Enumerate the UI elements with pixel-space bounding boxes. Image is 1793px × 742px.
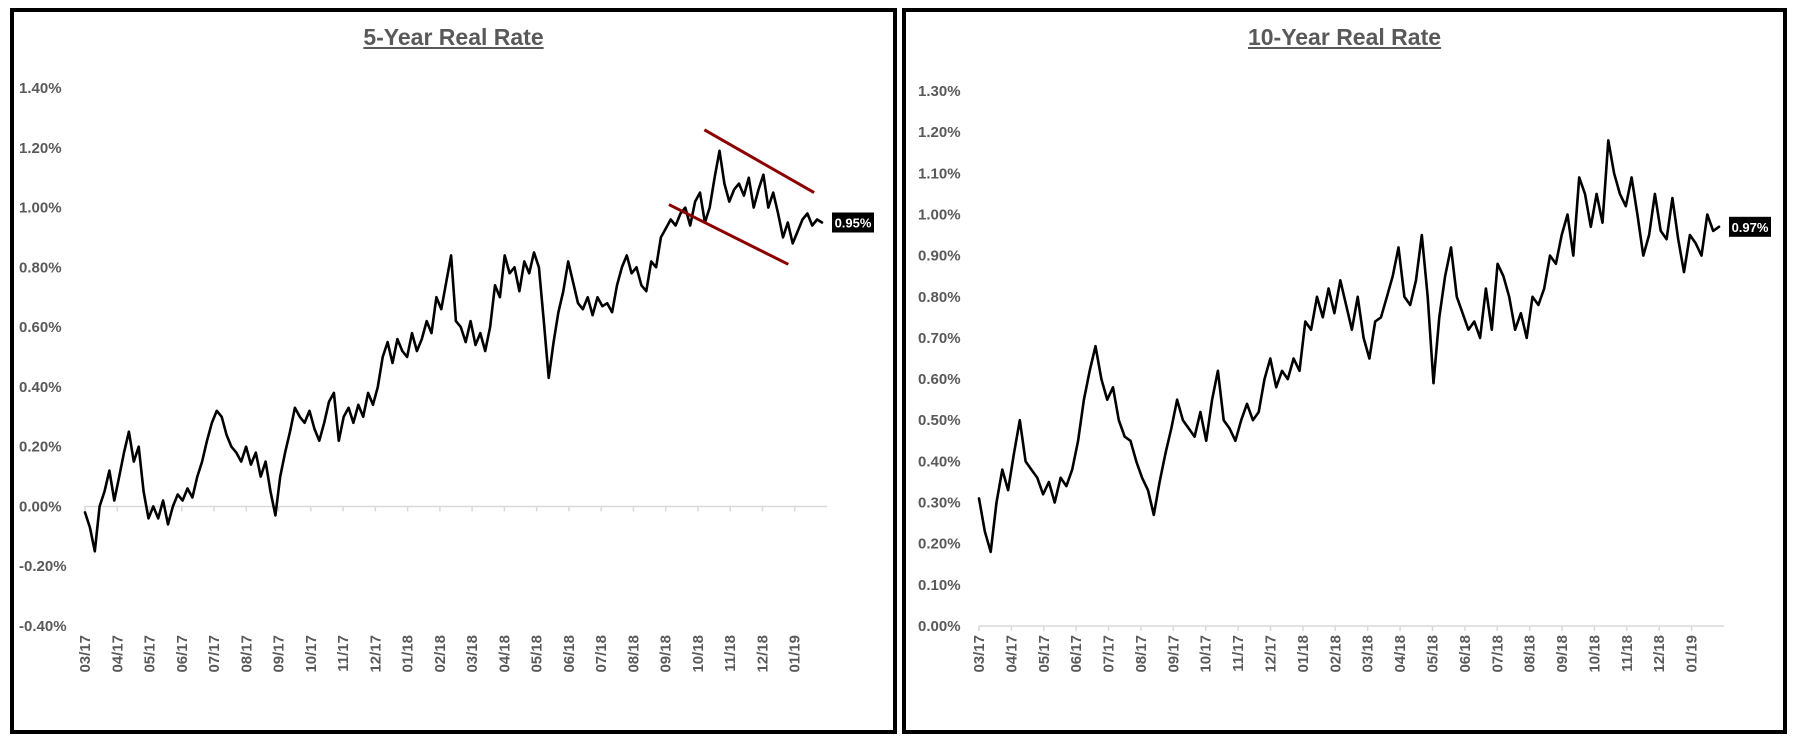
y-tick-label: 0.90% xyxy=(918,248,961,265)
y-tick-label: 0.40% xyxy=(19,379,62,396)
x-tick-label: 05/17 xyxy=(1036,635,1053,673)
y-tick-label: 1.40% xyxy=(19,80,62,97)
chart-panel-5yr: 5-Year Real Rate 03/17 04/17 05/17 06/17 07/… xyxy=(10,8,897,734)
y-tick-label: 0.60% xyxy=(19,319,62,336)
y-tick-label: 0.80% xyxy=(918,289,961,306)
x-tick-label: 02/18 xyxy=(1327,635,1344,673)
x-tick-label: 06/18 xyxy=(1457,635,1474,673)
x-tick-label: 10/17 xyxy=(1198,635,1215,673)
y-tick-label: 0.10% xyxy=(918,577,961,594)
x-tick-label: 04/18 xyxy=(496,635,513,673)
x-tick-label: 03/18 xyxy=(464,635,481,673)
x-tick-label: 06/17 xyxy=(1068,635,1085,673)
x-tick-label: 04/17 xyxy=(109,635,126,673)
x-tick-label: 09/17 xyxy=(1165,635,1182,673)
x-tick-label: 07/18 xyxy=(593,635,610,673)
y-tick-label: 1.00% xyxy=(19,200,62,217)
x-tick-label: 06/17 xyxy=(174,635,191,673)
x-tick-label: 08/17 xyxy=(1133,635,1150,673)
x-tick-label: 09/18 xyxy=(658,635,675,673)
x-tick-label: 12/17 xyxy=(1263,635,1280,673)
chart-title: 10-Year Real Rate xyxy=(1247,24,1442,50)
y-tick-label: 1.30% xyxy=(918,83,961,100)
y-tick-label: 1.20% xyxy=(918,124,961,141)
x-tick-label: 01/18 xyxy=(1295,635,1312,673)
x-tick-label: 08/18 xyxy=(625,635,642,673)
x-tick-label: 07/18 xyxy=(1489,635,1506,673)
end-value-label-box xyxy=(1729,216,1771,237)
chart-plot-5yr: 03/17 04/17 05/17 06/17 07/17 08/17 09/17 10/17… xyxy=(19,80,874,673)
x-tick-label: 03/17 xyxy=(971,635,988,673)
x-tick-label: 09/18 xyxy=(1554,635,1571,673)
x-tick-label: 12/17 xyxy=(367,635,384,673)
y-tick-label: 0.70% xyxy=(918,330,961,347)
x-tick-label: 04/18 xyxy=(1392,635,1409,673)
x-tick-label: 11/18 xyxy=(1619,635,1636,672)
x-tick-label: 05/18 xyxy=(529,635,546,673)
series-line xyxy=(977,139,1721,554)
y-tick-label: -0.40% xyxy=(19,618,67,635)
x-tick-label: 06/18 xyxy=(561,635,578,673)
x-tick-label: 10/18 xyxy=(690,635,707,673)
y-tick-label: 1.10% xyxy=(918,165,961,182)
trend-line xyxy=(703,128,815,194)
x-tick-label: 01/19 xyxy=(787,635,804,673)
y-tick-label: 0.00% xyxy=(918,618,961,635)
y-tick-label: 1.00% xyxy=(918,206,961,223)
x-tick-label: 05/18 xyxy=(1424,635,1441,673)
y-tick-label: 0.20% xyxy=(918,536,961,553)
y-tick-label: 0.20% xyxy=(19,439,62,456)
trend-line xyxy=(668,203,789,266)
end-value-label-box xyxy=(832,212,874,233)
x-tick-label: 01/19 xyxy=(1684,635,1701,673)
x-tick-label: 11/17 xyxy=(1230,635,1247,672)
chart-title: 5-Year Real Rate xyxy=(363,24,544,50)
x-tick-label: 11/17 xyxy=(335,635,352,672)
y-tick-label: 1.20% xyxy=(19,140,62,157)
x-tick-label: 09/17 xyxy=(271,635,288,673)
chart-plot-10yr: 03/17 04/17 05/17 06/17 07/17 08/17 09/17 10/17… xyxy=(918,83,1771,673)
y-tick-label: 0.40% xyxy=(918,453,961,470)
x-tick-label: 03/17 xyxy=(77,635,94,673)
y-tick-label: 0.30% xyxy=(918,495,961,512)
x-tick-label: 11/18 xyxy=(722,635,739,672)
series-line xyxy=(83,149,824,553)
x-tick-label: 07/17 xyxy=(206,635,223,673)
y-tick-label: 0.50% xyxy=(918,412,961,429)
x-tick-label: 10/17 xyxy=(303,635,320,673)
x-tick-label: 01/18 xyxy=(400,635,417,673)
x-tick-label: 02/18 xyxy=(432,635,449,673)
y-tick-label: 0.60% xyxy=(918,371,961,388)
x-tick-label: 08/17 xyxy=(238,635,255,673)
y-tick-label: -0.20% xyxy=(19,558,67,575)
end-value-label: 0.95% xyxy=(835,216,872,231)
y-tick-label: 0.80% xyxy=(19,259,62,276)
end-value-label: 0.97% xyxy=(1732,220,1769,235)
x-tick-label: 03/18 xyxy=(1360,635,1377,673)
y-tick-label: 0.00% xyxy=(19,498,62,515)
x-tick-label: 07/17 xyxy=(1101,635,1118,673)
chart-panel-10yr: 10-Year Real Rate 03/17 04/17 05/17 06/17 07… xyxy=(902,8,1787,734)
x-tick-label: 08/18 xyxy=(1522,635,1539,673)
x-tick-label: 04/17 xyxy=(1003,635,1020,673)
x-tick-label: 05/17 xyxy=(142,635,159,673)
x-tick-label: 12/18 xyxy=(1651,635,1668,673)
x-tick-label: 12/18 xyxy=(754,635,771,673)
x-tick-label: 10/18 xyxy=(1586,635,1603,673)
